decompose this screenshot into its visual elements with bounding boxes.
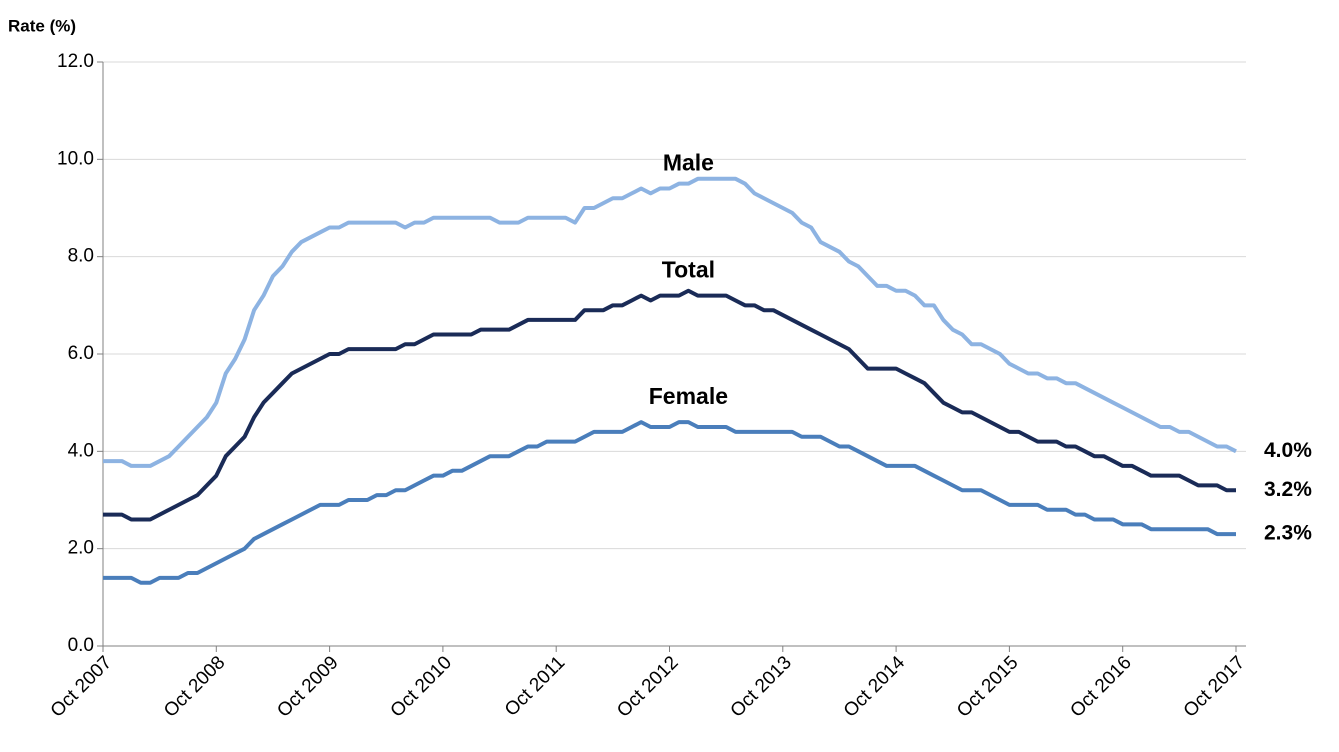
series-name: Total — [662, 256, 715, 282]
x-tick-label: Oct 2007 — [47, 652, 116, 721]
x-tick-label: Oct 2017 — [1180, 652, 1249, 721]
x-tick-label: Oct 2012 — [613, 652, 682, 721]
x-tick-label: Oct 2014 — [840, 652, 910, 722]
series-line — [103, 420, 1236, 585]
series-line — [103, 176, 1237, 468]
y-tick-label: 10.0 — [57, 148, 94, 169]
x-tick-label: Oct 2015 — [953, 652, 1022, 721]
y-tick-label: 6.0 — [68, 343, 94, 364]
y-axis-label: Rate (%) — [8, 16, 76, 35]
series-line — [103, 288, 1236, 522]
x-tick-label: Oct 2009 — [273, 652, 342, 721]
x-tick-label: Oct 2013 — [727, 652, 796, 721]
y-tick-label: 12.0 — [57, 51, 94, 72]
value-label: 2.3% — [1264, 522, 1312, 545]
x-tick-label: Oct 2011 — [501, 652, 569, 720]
y-tick-label: 2.0 — [68, 538, 94, 559]
x-tick-label: Oct 2008 — [160, 652, 229, 721]
x-tick-label: Oct 2010 — [387, 652, 456, 721]
value-label: 3.2% — [1264, 478, 1312, 501]
y-tick-label: 8.0 — [68, 246, 94, 267]
series-name: Female — [649, 383, 728, 409]
y-tick-label: 0.0 — [68, 635, 94, 656]
series-name: Male — [663, 149, 714, 175]
x-tick-label: Oct 2016 — [1066, 652, 1135, 721]
value-label: 4.0% — [1264, 439, 1312, 462]
y-tick-label: 4.0 — [68, 440, 94, 461]
grid-layer — [103, 61, 1246, 550]
